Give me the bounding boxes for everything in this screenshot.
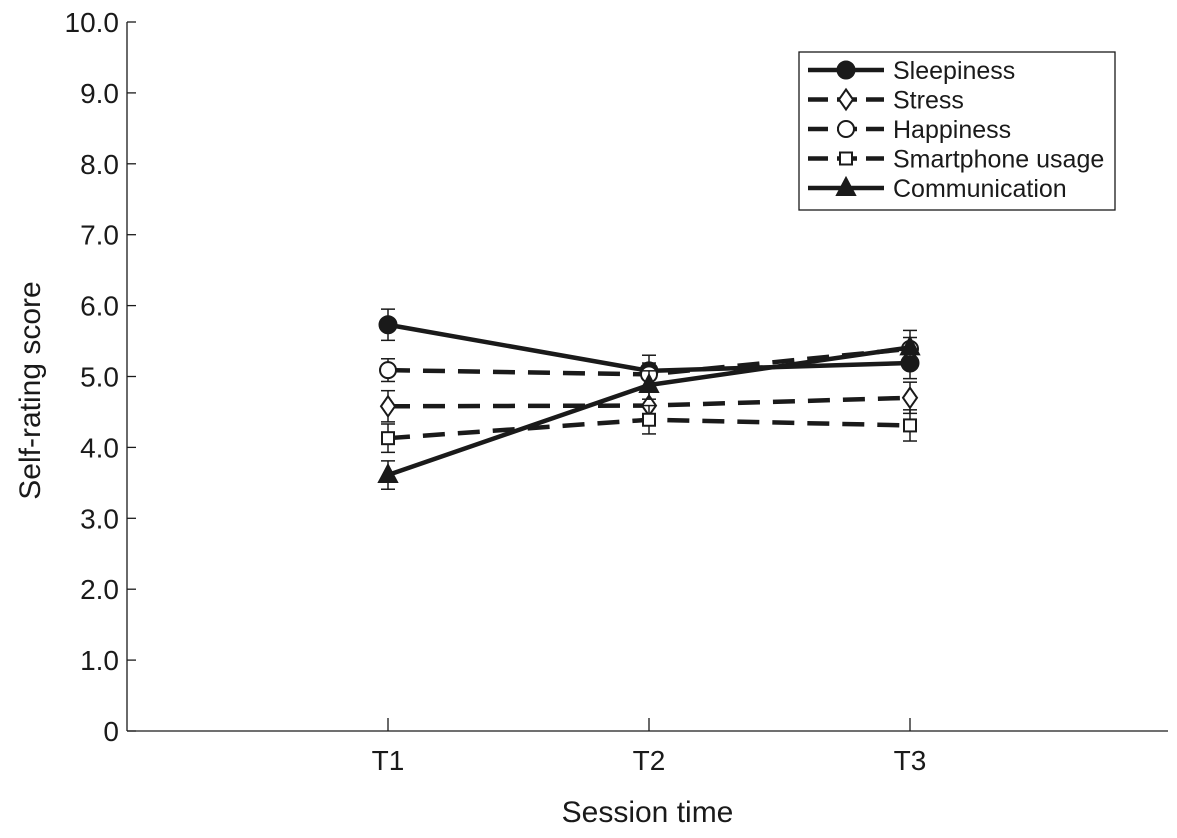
- y-ticks: 0 1.0 2.0 3.0 4.0 5.0 6.0 7.0 8.0 9.0 10.0: [65, 7, 136, 747]
- legend-label: Stress: [893, 87, 964, 115]
- data-point: [377, 462, 399, 484]
- data-point: [903, 418, 917, 433]
- legend-marker: [836, 60, 856, 80]
- series-communication: [377, 329, 921, 490]
- data-point: [638, 372, 660, 394]
- legend-marker: [837, 120, 855, 138]
- x-tick-label: T3: [894, 745, 927, 776]
- y-axis-title: Self-rating score: [14, 281, 47, 499]
- series-layer: [377, 308, 921, 490]
- y-tick-label: 9.0: [80, 78, 119, 109]
- legend-entry-sleepiness: Sleepiness: [808, 57, 1015, 85]
- y-tick-label: 2.0: [80, 574, 119, 605]
- data-point: [379, 394, 397, 419]
- legend-label: Happiness: [893, 116, 1011, 144]
- legend-entry-smartphone-usage: Smartphone usage: [808, 146, 1104, 174]
- data-point: [378, 315, 398, 335]
- y-tick-label: 1.0: [80, 645, 119, 676]
- legend-label: Communication: [893, 175, 1067, 203]
- y-tick-label: 3.0: [80, 503, 119, 534]
- series-smartphone-usage: [381, 404, 917, 454]
- y-tick-label: 6.0: [80, 291, 119, 322]
- y-tick-label: 5.0: [80, 362, 119, 393]
- legend-marker: [837, 87, 855, 112]
- data-point: [381, 431, 395, 446]
- legend-marker: [835, 175, 857, 196]
- legend-entry-happiness: Happiness: [808, 116, 1011, 144]
- data-point: [642, 412, 656, 427]
- legend-label: Sleepiness: [893, 57, 1015, 85]
- x-tick-label: T2: [633, 745, 666, 776]
- x-axis-title: Session time: [562, 796, 734, 829]
- x-ticks: T1 T2 T3: [372, 718, 927, 776]
- legend-entry-stress: Stress: [808, 87, 964, 115]
- data-point: [379, 361, 397, 380]
- legend-marker: [839, 151, 853, 166]
- y-tick-label: 4.0: [80, 432, 119, 463]
- legend-entry-communication: Communication: [808, 175, 1067, 203]
- y-tick-label: 10.0: [65, 7, 120, 38]
- legend-label: Smartphone usage: [893, 146, 1104, 174]
- x-tick-label: T1: [372, 745, 405, 776]
- y-tick-label: 0: [103, 716, 119, 747]
- y-tick-label: 8.0: [80, 149, 119, 180]
- data-point: [899, 335, 921, 356]
- data-point: [901, 386, 919, 410]
- y-tick-label: 7.0: [80, 220, 119, 251]
